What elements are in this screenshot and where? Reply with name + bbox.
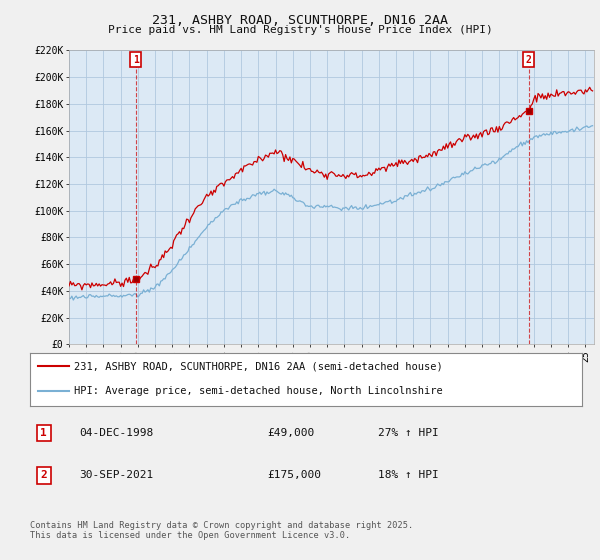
Text: 231, ASHBY ROAD, SCUNTHORPE, DN16 2AA: 231, ASHBY ROAD, SCUNTHORPE, DN16 2AA [152, 14, 448, 27]
Text: 231, ASHBY ROAD, SCUNTHORPE, DN16 2AA (semi-detached house): 231, ASHBY ROAD, SCUNTHORPE, DN16 2AA (s… [74, 361, 443, 371]
Text: HPI: Average price, semi-detached house, North Lincolnshire: HPI: Average price, semi-detached house,… [74, 386, 443, 396]
Text: £175,000: £175,000 [268, 470, 322, 480]
Text: 1: 1 [40, 428, 47, 438]
Text: 04-DEC-1998: 04-DEC-1998 [80, 428, 154, 438]
Text: 2: 2 [40, 470, 47, 480]
Text: 2: 2 [526, 55, 532, 65]
Text: 18% ↑ HPI: 18% ↑ HPI [378, 470, 439, 480]
Text: 1: 1 [133, 55, 139, 65]
Text: Contains HM Land Registry data © Crown copyright and database right 2025.
This d: Contains HM Land Registry data © Crown c… [30, 521, 413, 540]
Text: £49,000: £49,000 [268, 428, 314, 438]
Text: 27% ↑ HPI: 27% ↑ HPI [378, 428, 439, 438]
Text: 30-SEP-2021: 30-SEP-2021 [80, 470, 154, 480]
Text: Price paid vs. HM Land Registry's House Price Index (HPI): Price paid vs. HM Land Registry's House … [107, 25, 493, 35]
